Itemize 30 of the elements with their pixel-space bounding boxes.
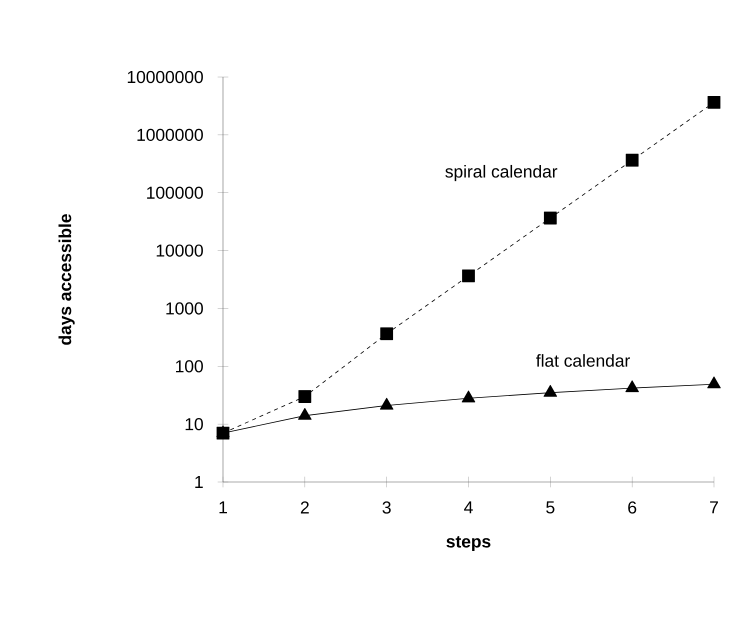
point	[625, 380, 639, 392]
x-tick-label: 2	[300, 501, 309, 514]
series-label: flat calendar	[536, 354, 630, 367]
point	[380, 327, 394, 340]
point	[462, 270, 475, 282]
x-tick-label: 1	[219, 501, 227, 514]
x-tick-label: 3	[382, 501, 391, 514]
point	[626, 154, 639, 167]
y-tick-label: 10	[186, 418, 203, 430]
point	[298, 408, 312, 420]
y-axis-title: days accessible	[58, 214, 75, 345]
y-tick-label: 1000000	[137, 128, 203, 142]
point	[708, 96, 720, 109]
y-tick-label: 10000000	[128, 70, 203, 84]
x-axis-title: steps	[446, 536, 490, 552]
y-tick-label: 1000	[166, 302, 203, 315]
y-tick-label: 1	[195, 476, 203, 488]
x-tick-label: 4	[464, 501, 473, 514]
point	[380, 398, 394, 410]
point	[707, 376, 721, 388]
x-tick-label: 5	[546, 501, 554, 514]
point	[544, 384, 558, 397]
x-tick-label: 7	[710, 501, 718, 514]
series-label: spiral calendar	[445, 164, 558, 182]
y-tick-label: 100000	[147, 186, 203, 199]
y-tick-label: 10000	[156, 244, 203, 257]
point	[462, 390, 476, 402]
y-tick-label: 100	[176, 360, 203, 372]
point	[544, 212, 557, 224]
x-tick-label: 6	[628, 501, 636, 514]
